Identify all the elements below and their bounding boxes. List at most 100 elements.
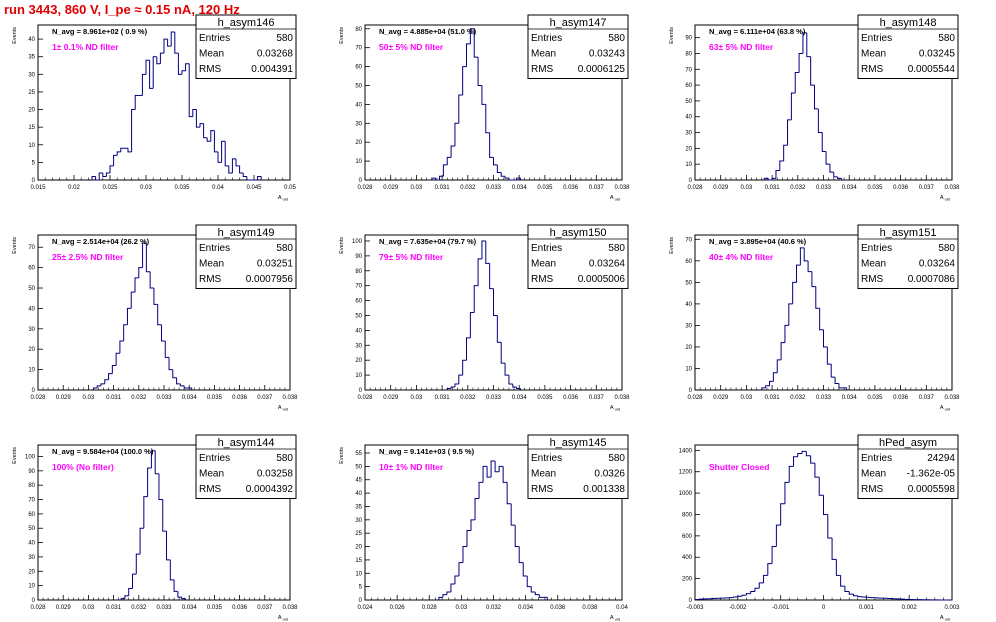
histogram-bin xyxy=(127,148,132,153)
histogram-bin xyxy=(92,387,98,390)
histogram-bin xyxy=(150,450,156,468)
histogram-bin xyxy=(235,158,240,167)
y-tick-label: 10 xyxy=(28,368,35,374)
x-tick-label: 0.032 xyxy=(131,395,147,401)
histogram-bin xyxy=(239,165,244,174)
y-tick-label: 30 xyxy=(685,323,692,329)
stats-key: RMS xyxy=(861,484,884,495)
histogram-bin xyxy=(177,591,182,598)
x-tick-label: 0.03 xyxy=(741,395,753,401)
x-tick-label: 0.024 xyxy=(357,605,373,611)
histogram-bin xyxy=(124,595,129,599)
histogram-bin xyxy=(131,109,136,152)
stats-value: 0.03245 xyxy=(919,49,956,60)
histogram-bin xyxy=(142,242,147,268)
x-tick-label: 0.034 xyxy=(182,605,198,611)
histogram-bin xyxy=(446,156,452,165)
histogram-bin xyxy=(120,147,125,152)
stats-key: RMS xyxy=(531,484,554,495)
y-tick-label: 10 xyxy=(685,162,692,168)
histogram-bin xyxy=(458,94,463,124)
x-tick-label: 0.029 xyxy=(383,395,399,401)
histogram-bin xyxy=(831,538,837,560)
stats-value: 580 xyxy=(608,453,625,464)
histogram-bin xyxy=(176,377,181,385)
histogram-bin xyxy=(246,176,251,181)
histogram-bin xyxy=(466,43,471,67)
histogram-bin xyxy=(814,85,819,110)
stats-key: Mean xyxy=(199,49,224,60)
histogram-bin xyxy=(504,363,509,376)
x-tick-label: 0.032 xyxy=(790,395,806,401)
histogram-bin xyxy=(105,172,110,177)
y-tick-label: 60 xyxy=(355,65,362,71)
y-tick-label: 80 xyxy=(355,27,362,33)
histogram-bin xyxy=(814,463,820,478)
x-tick-label: 0.03 xyxy=(83,605,95,611)
x-axis-label: A uid xyxy=(278,615,288,622)
stats-key: Entries xyxy=(199,453,230,464)
navg-label: N_avg = 4.885e+04 (51.0 %) xyxy=(379,27,477,36)
y-tick-label: 70 xyxy=(355,284,362,290)
x-tick-label: 0.032 xyxy=(460,185,476,191)
x-tick-label: 0.038 xyxy=(614,395,630,401)
y-tick-label: 70 xyxy=(355,46,362,52)
histogram-bin xyxy=(776,359,782,373)
histogram-bin xyxy=(496,164,502,173)
x-tick-label: 0.035 xyxy=(867,185,883,191)
histogram-bin xyxy=(181,70,186,75)
histogram-bin xyxy=(454,122,459,146)
y-tick-label: 55 xyxy=(355,451,362,457)
histogram-bin xyxy=(450,386,455,389)
histogram-bin xyxy=(100,383,105,386)
navg-label: N_avg = 6.111e+04 (63.8 %) xyxy=(709,27,806,36)
stats-key: Mean xyxy=(861,259,886,270)
y-tick-label: 50 xyxy=(28,526,35,532)
y-tick-label: 20 xyxy=(28,347,35,353)
stats-key: Entries xyxy=(531,453,562,464)
histogram-bin xyxy=(493,157,498,166)
histogram-bin xyxy=(796,264,801,283)
y-tick-label: 0 xyxy=(359,388,363,394)
histogram-bin xyxy=(765,385,770,388)
histogram-bin xyxy=(98,172,103,180)
x-tick-label: 0.036 xyxy=(563,395,579,401)
histogram-bin xyxy=(442,594,447,598)
histogram-bin xyxy=(798,52,803,73)
x-tick-label: 0.035 xyxy=(207,605,223,611)
filter-label: 25± 2.5% ND filter xyxy=(52,252,124,262)
histogram-bin xyxy=(763,574,768,583)
histogram-bin xyxy=(806,32,811,58)
histogram-bin xyxy=(750,590,755,594)
histogram-bin xyxy=(473,28,479,58)
histogram-bin xyxy=(192,109,197,117)
histogram-bin xyxy=(185,63,190,71)
x-tick-label: 0.037 xyxy=(257,605,273,611)
histogram-bin xyxy=(139,527,144,555)
histogram-bin xyxy=(504,176,509,179)
histogram-panel: 0.028 0.029 0.03 0.031 0.032 0.033 0.034 0.035 0… xyxy=(12,434,298,622)
histogram-bin xyxy=(141,73,146,96)
histogram-bin xyxy=(95,176,100,181)
histogram-bin xyxy=(474,497,480,520)
x-tick-label: 0.015 xyxy=(30,185,46,191)
stats-value: 0.0006125 xyxy=(578,64,626,75)
x-tick-label: 0.029 xyxy=(713,395,729,401)
stats-key: RMS xyxy=(531,64,554,75)
stats-title: h_asym146 xyxy=(218,17,275,29)
histogram-bin xyxy=(199,123,204,128)
histogram-bin xyxy=(96,385,101,388)
histogram-bin xyxy=(818,477,824,496)
x-tick-label: 0.025 xyxy=(102,185,118,191)
stats-box xyxy=(195,434,297,499)
histogram-bin xyxy=(826,346,832,365)
x-tick-label: 0.038 xyxy=(282,395,298,401)
y-tick-label: 25 xyxy=(28,90,35,96)
histogram-bin xyxy=(506,482,512,505)
y-tick-label: 0 xyxy=(32,178,36,184)
filter-label: 40± 4% ND filter xyxy=(709,252,774,262)
histogram-bin xyxy=(767,563,773,576)
histogram-bin xyxy=(530,586,536,593)
stats-box xyxy=(527,14,629,79)
stats-key: RMS xyxy=(199,64,222,75)
